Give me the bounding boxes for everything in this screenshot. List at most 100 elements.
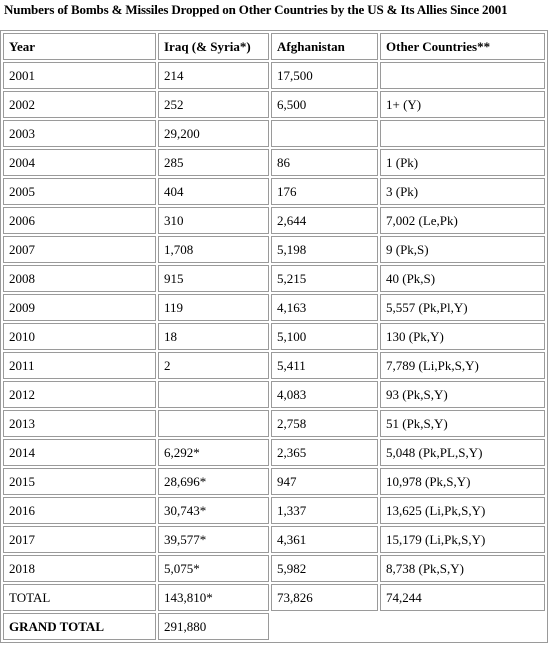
table-body: 2001 214 17,500 2002 252 6,500 1+ (Y) 20… [3,62,545,640]
cell-year: 2014 [3,439,156,466]
cell-other-countries: 5,048 (Pk,PL,S,Y) [380,439,545,466]
cell-afghanistan: 5,411 [271,352,378,379]
cell-afghanistan: 4,163 [271,294,378,321]
header-iraq-syria: Iraq (& Syria*) [158,33,269,60]
cell-iraq-syria: 119 [158,294,269,321]
table-row: 2007 1,708 5,198 9 (Pk,S) [3,236,545,263]
cell-other-countries: 1+ (Y) [380,91,545,118]
table-row: 2016 30,743* 1,337 13,625 (Li,Pk,S,Y) [3,497,545,524]
cell-other-countries: 5,557 (Pk,Pl,Y) [380,294,545,321]
page-title: Numbers of Bombs & Missiles Dropped on O… [4,2,508,17]
cell-iraq-syria: 5,075* [158,555,269,582]
cell-year: 2016 [3,497,156,524]
header-year: Year [3,33,156,60]
cell-iraq-syria: 18 [158,323,269,350]
cell-afghanistan: 6,500 [271,91,378,118]
table-row: 2011 2 5,411 7,789 (Li,Pk,S,Y) [3,352,545,379]
cell-other-countries: 40 (Pk,S) [380,265,545,292]
cell-iraq-syria: 28,696* [158,468,269,495]
cell-year: 2006 [3,207,156,234]
cell-iraq-syria: 1,708 [158,236,269,263]
cell-iraq-syria: 310 [158,207,269,234]
cell-iraq-syria: 2 [158,352,269,379]
header-other-countries: Other Countries** [380,33,545,60]
cell-year: 2018 [3,555,156,582]
cell-iraq-syria: 30,743* [158,497,269,524]
cell-iraq-syria: 29,200 [158,120,269,147]
table-row: 2014 6,292* 2,365 5,048 (Pk,PL,S,Y) [3,439,545,466]
cell-year: 2003 [3,120,156,147]
cell-iraq-syria: 252 [158,91,269,118]
cell-iraq-syria: 285 [158,149,269,176]
table-row: 2002 252 6,500 1+ (Y) [3,91,545,118]
grand-total-empty-space [271,613,545,640]
cell-year: 2008 [3,265,156,292]
cell-afghanistan: 176 [271,178,378,205]
total-row: TOTAL 143,810* 73,826 74,244 [3,584,545,611]
cell-afghanistan: 2,758 [271,410,378,437]
bombs-table-container: Year Iraq (& Syria*) Afghanistan Other C… [0,30,548,643]
cell-total-afghanistan: 73,826 [271,584,378,611]
table-row: 2012 4,083 93 (Pk,S,Y) [3,381,545,408]
cell-iraq-syria: 6,292* [158,439,269,466]
cell-total-label: TOTAL [3,584,156,611]
cell-iraq-syria: 214 [158,62,269,89]
cell-other-countries [380,120,545,147]
cell-afghanistan: 86 [271,149,378,176]
header-afghanistan: Afghanistan [271,33,378,60]
cell-other-countries: 51 (Pk,S,Y) [380,410,545,437]
cell-afghanistan: 2,365 [271,439,378,466]
cell-iraq-syria: 39,577* [158,526,269,553]
cell-iraq-syria [158,410,269,437]
cell-year: 2015 [3,468,156,495]
cell-afghanistan [271,120,378,147]
table-row: 2005 404 176 3 (Pk) [3,178,545,205]
grand-total-value: 291,880 [158,613,269,640]
cell-other-countries: 9 (Pk,S) [380,236,545,263]
grand-total-label: GRAND TOTAL [3,613,156,640]
table-row: 2009 119 4,163 5,557 (Pk,Pl,Y) [3,294,545,321]
cell-iraq-syria: 915 [158,265,269,292]
table-row: 2013 2,758 51 (Pk,S,Y) [3,410,545,437]
cell-other-countries: 15,179 (Li,Pk,S,Y) [380,526,545,553]
cell-afghanistan: 5,982 [271,555,378,582]
table-row: 2004 285 86 1 (Pk) [3,149,545,176]
cell-afghanistan: 4,361 [271,526,378,553]
cell-afghanistan: 5,215 [271,265,378,292]
table-row: 2010 18 5,100 130 (Pk,Y) [3,323,545,350]
cell-afghanistan: 1,337 [271,497,378,524]
table-row: 2003 29,200 [3,120,545,147]
cell-year: 2017 [3,526,156,553]
cell-other-countries: 130 (Pk,Y) [380,323,545,350]
table-row: 2018 5,075* 5,982 8,738 (Pk,S,Y) [3,555,545,582]
cell-year: 2009 [3,294,156,321]
cell-other-countries: 7,002 (Le,Pk) [380,207,545,234]
cell-afghanistan: 4,083 [271,381,378,408]
bombs-table: Year Iraq (& Syria*) Afghanistan Other C… [0,30,548,643]
cell-other-countries: 13,625 (Li,Pk,S,Y) [380,497,545,524]
cell-total-iraq-syria: 143,810* [158,584,269,611]
grand-total-row: GRAND TOTAL 291,880 [3,613,545,640]
cell-other-countries: 8,738 (Pk,S,Y) [380,555,545,582]
cell-year: 2002 [3,91,156,118]
cell-total-other-countries: 74,244 [380,584,545,611]
cell-year: 2001 [3,62,156,89]
cell-afghanistan: 5,198 [271,236,378,263]
cell-iraq-syria [158,381,269,408]
table-row: 2017 39,577* 4,361 15,179 (Li,Pk,S,Y) [3,526,545,553]
cell-other-countries [380,62,545,89]
cell-afghanistan: 17,500 [271,62,378,89]
table-row: 2006 310 2,644 7,002 (Le,Pk) [3,207,545,234]
cell-other-countries: 1 (Pk) [380,149,545,176]
cell-afghanistan: 5,100 [271,323,378,350]
cell-other-countries: 93 (Pk,S,Y) [380,381,545,408]
cell-year: 2010 [3,323,156,350]
cell-other-countries: 3 (Pk) [380,178,545,205]
cell-iraq-syria: 404 [158,178,269,205]
cell-year: 2005 [3,178,156,205]
cell-other-countries: 10,978 (Pk,S,Y) [380,468,545,495]
cell-year: 2013 [3,410,156,437]
cell-year: 2004 [3,149,156,176]
table-row: 2001 214 17,500 [3,62,545,89]
cell-year: 2012 [3,381,156,408]
